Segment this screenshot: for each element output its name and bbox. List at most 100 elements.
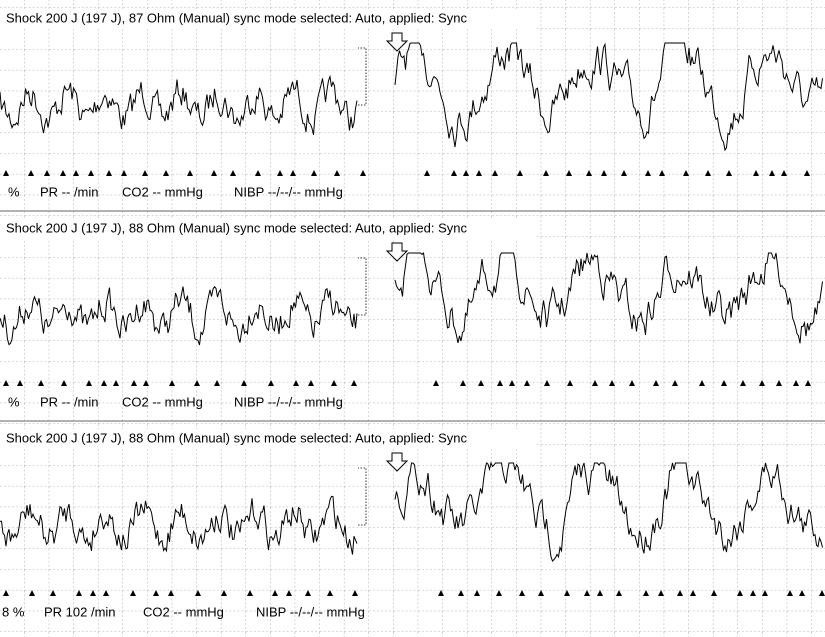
status-field: %: [8, 394, 20, 409]
beat-marker: [711, 590, 717, 596]
beat-marker: [509, 380, 515, 386]
beat-marker: [721, 380, 727, 386]
beat-marker: [438, 590, 444, 596]
beat-marker: [699, 380, 705, 386]
status-field: CO2 -- mmHg: [122, 394, 203, 409]
ecg-trace: [0, 285, 358, 346]
beat-marker: [106, 170, 112, 176]
beat-marker: [496, 590, 502, 596]
ecg-trace: [394, 251, 823, 344]
beat-marker: [230, 170, 236, 176]
beat-marker: [293, 380, 299, 386]
beat-marker: [621, 170, 627, 176]
beat-marker: [690, 590, 696, 596]
ecg-trace: [0, 495, 358, 555]
strip-header: Shock 200 J (197 J), 88 Ohm (Manual) syn…: [6, 220, 468, 235]
beat-marker: [305, 590, 311, 596]
beat-marker: [658, 590, 664, 596]
beat-marker: [142, 170, 148, 176]
beat-marker: [737, 590, 743, 596]
status-field: NIBP --/--/-- mmHg: [234, 184, 343, 199]
beat-marker: [776, 380, 782, 386]
beat-marker: [492, 170, 498, 176]
header-bg: [0, 429, 535, 449]
beat-marker: [750, 590, 756, 596]
status-field: CO2 -- mmHg: [143, 604, 224, 619]
status-field: 8 %: [2, 604, 25, 619]
beat-marker: [352, 590, 358, 596]
beat-marker: [131, 380, 137, 386]
beat-marker: [659, 170, 665, 176]
beat-marker: [683, 170, 689, 176]
beat-marker: [799, 590, 805, 596]
beat-marker: [567, 380, 573, 386]
status-field: PR 102 /min: [44, 604, 116, 619]
beat-marker: [3, 170, 9, 176]
beat-marker: [268, 380, 274, 386]
beat-marker: [705, 170, 711, 176]
beat-marker: [113, 380, 119, 386]
beat-marker: [60, 170, 66, 176]
beat-marker: [187, 170, 193, 176]
beat-marker: [61, 380, 67, 386]
beat-marker: [90, 590, 96, 596]
beat-marker: [311, 170, 317, 176]
status-field: PR -- /min: [40, 394, 99, 409]
shock-arrow: [385, 32, 409, 52]
status-field: PR -- /min: [40, 184, 99, 199]
status-field: %: [8, 184, 20, 199]
beat-marker: [474, 590, 480, 596]
beat-marker: [73, 170, 79, 176]
beat-marker: [241, 380, 247, 386]
beat-marker: [566, 170, 572, 176]
beat-marker: [616, 590, 622, 596]
beat-marker: [519, 590, 525, 596]
beat-marker: [524, 380, 530, 386]
beat-marker: [50, 590, 56, 596]
beat-marker: [121, 170, 127, 176]
beat-marker: [517, 170, 523, 176]
sync-marker: [358, 257, 367, 316]
beat-marker: [308, 380, 314, 386]
beat-marker: [360, 170, 366, 176]
beat-marker: [672, 380, 678, 386]
beat-marker: [759, 380, 765, 386]
beat-marker: [29, 590, 35, 596]
beat-marker: [597, 590, 603, 596]
beat-marker: [781, 170, 787, 176]
beat-marker: [543, 170, 549, 176]
beat-marker: [787, 590, 793, 596]
shock-arrow: [385, 452, 409, 472]
beat-marker: [286, 590, 292, 596]
beat-marker: [601, 170, 607, 176]
beat-marker: [327, 590, 333, 596]
beat-marker: [247, 590, 253, 596]
beat-marker: [653, 380, 659, 386]
beat-marker: [101, 380, 107, 386]
beat-marker: [433, 380, 439, 386]
beat-marker: [645, 170, 651, 176]
sync-marker: [358, 47, 367, 106]
status-field: NIBP --/--/-- mmHg: [256, 604, 365, 619]
beat-marker: [643, 590, 649, 596]
ecg-trace: [394, 42, 823, 152]
shock-arrow: [385, 242, 409, 262]
beat-marker: [762, 590, 768, 596]
beat-marker: [103, 590, 109, 596]
beat-marker: [194, 380, 200, 386]
beat-marker: [538, 590, 544, 596]
beat-marker: [753, 170, 759, 176]
beat-marker: [195, 590, 201, 596]
beat-marker: [424, 170, 430, 176]
header-bg: [0, 219, 535, 239]
header-bg: [0, 9, 535, 29]
beat-marker: [463, 170, 469, 176]
beat-marker: [290, 170, 296, 176]
beat-marker: [584, 590, 590, 596]
ecg-trace: [394, 461, 823, 563]
beat-marker: [592, 380, 598, 386]
beat-marker: [497, 380, 503, 386]
beat-marker: [214, 380, 220, 386]
beat-marker: [3, 380, 9, 386]
